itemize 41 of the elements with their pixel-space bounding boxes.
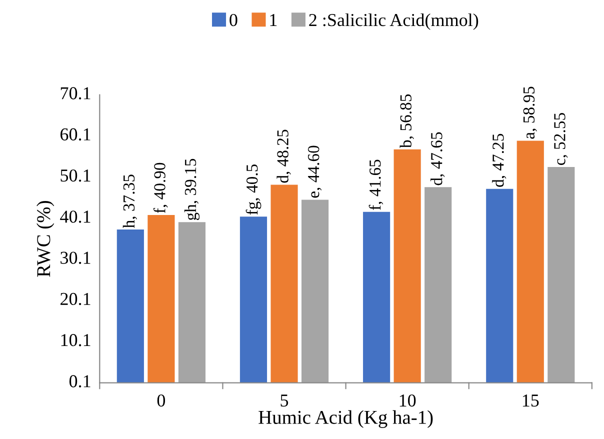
x-tick-label: 15 (522, 394, 539, 407)
x-axis-title: Humic Acid (Kg ha-1) (258, 410, 433, 428)
y-tick-label: 10.1 (61, 334, 90, 346)
data-label: gh, 39.15 (184, 158, 200, 220)
data-label: d, 47.65 (430, 132, 445, 186)
bar (363, 212, 390, 383)
y-axis-title: RWC (%) (36, 201, 54, 277)
data-label: f, 41.65 (368, 160, 384, 210)
y-tick-label: 60.1 (60, 128, 90, 141)
bar (516, 140, 544, 383)
y-tick-label: 50.1 (60, 169, 90, 182)
bar (394, 149, 421, 383)
data-label: a, 58.95 (523, 86, 537, 139)
data-label: d, 47.25 (492, 134, 506, 187)
data-label: c, 52.55 (554, 113, 568, 165)
bar (424, 187, 452, 383)
bar (148, 214, 175, 383)
y-tick-label: 40.1 (60, 210, 90, 223)
legend-label: 0 (230, 14, 238, 26)
bar (240, 216, 268, 383)
x-tick-label: 0 (157, 394, 166, 407)
bar (116, 230, 144, 383)
legend-label: 1 (270, 14, 277, 26)
legend-label: 2 :Salicilic Acid(mmol) (309, 13, 478, 30)
y-tick-label: 70.1 (60, 87, 90, 100)
data-label: fg, 40.5 (246, 164, 262, 215)
data-label: d, 48.25 (276, 130, 291, 183)
bar (301, 200, 329, 383)
bar (270, 184, 298, 383)
x-tick-label: 5 (280, 394, 288, 407)
data-label: e, 44.60 (308, 146, 322, 198)
y-tick-label: 20.1 (60, 292, 90, 306)
bar (548, 167, 575, 383)
data-label: f, 40.90 (153, 162, 168, 214)
data-label: h, 37.35 (122, 174, 137, 228)
y-tick-label: 0.1 (69, 375, 90, 388)
data-label: b, 56.85 (400, 94, 414, 148)
x-tick-label: 10 (400, 394, 416, 407)
bar (486, 188, 514, 383)
y-tick-label: 30.1 (60, 252, 90, 264)
bar (178, 222, 206, 383)
